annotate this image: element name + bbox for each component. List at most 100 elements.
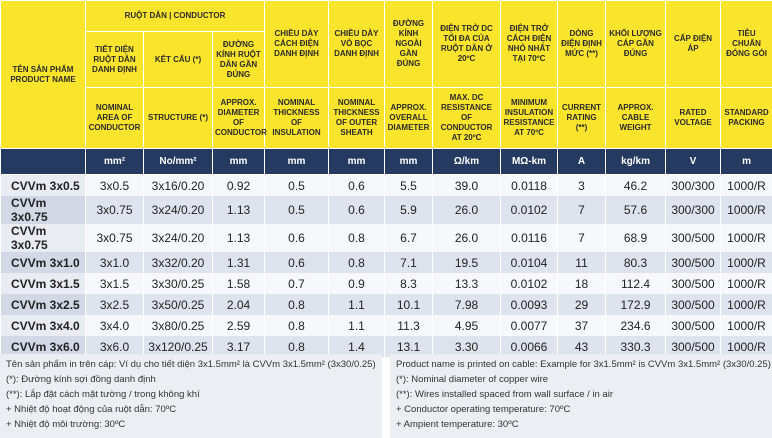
data-cell: 37 <box>557 315 607 336</box>
data-cell: 0.6 <box>328 196 386 224</box>
header-row: TIẾT DIỆN RUỘT DẪN DANH ĐỊNH KẾT CẤU (*) Đ… <box>1 31 772 88</box>
data-cell: 330.3 <box>605 336 667 357</box>
data-cell: 0.0104 <box>500 252 559 273</box>
data-cell: 300/300 <box>665 174 722 196</box>
data-cell: 3x6.0 <box>85 336 144 357</box>
data-cell: 112.4 <box>605 273 667 294</box>
product-name: CVVm 3x6.0 <box>0 336 86 357</box>
column-header-en: CURRENT RATING (**) <box>557 87 607 149</box>
data-row: CVVm 3x0.5 3x0.5 3x16/0.20 0.92 0.5 0.6 5.5 39.… <box>0 174 772 196</box>
data-cell: 3x16/0.20 <box>143 174 213 196</box>
product-header: TÊN SẢN PHẨM PRODUCT NAME <box>0 0 86 149</box>
data-cell: 3x0.75 <box>85 224 144 252</box>
column-header-vi: DÒNG ĐIỆN ĐỊNH MỨC (**) <box>557 0 607 88</box>
data-cell: 300/500 <box>665 252 722 273</box>
product-header-vi: TÊN SẢN PHẨM <box>12 64 74 74</box>
data-cell: 0.5 <box>264 196 330 224</box>
data-cell: 13.3 <box>432 273 502 294</box>
unit-cell <box>0 148 86 175</box>
data-cell: 0.0116 <box>500 224 559 252</box>
data-row: CVVm 3x6.0 3x6.0 3x120/0.25 3.17 0.8 1.4 13.1 3… <box>0 336 772 357</box>
data-cell: 0.8 <box>264 294 330 315</box>
note-line: Product name is printed on cable: Exampl… <box>396 359 771 370</box>
data-cell: 0.7 <box>264 273 330 294</box>
data-cell: 11 <box>557 252 607 273</box>
data-cell: 3x1.5 <box>85 273 144 294</box>
data-cell: 1.1 <box>328 315 386 336</box>
data-cell: 7 <box>557 224 607 252</box>
note-line: Tên sản phẩm in trên cáp: Ví dụ cho tiết… <box>6 359 376 370</box>
data-cell: 39.0 <box>432 174 502 196</box>
data-cell: 29 <box>557 294 607 315</box>
data-row: CVVm 3x0.75 3x0.75 3x24/0.20 1.13 0.5 0.6 5.9 2… <box>0 196 772 224</box>
data-cell: 1000/R <box>720 336 772 357</box>
data-cell: 2.04 <box>211 294 266 315</box>
data-cell: 3x1.0 <box>85 252 144 273</box>
column-header-en: NOMINAL THICKNESS OF OUTER SHEATH <box>328 87 386 149</box>
data-cell: 0.0077 <box>500 315 559 336</box>
data-cell: 46.2 <box>605 174 667 196</box>
data-cell: 0.8 <box>328 224 386 252</box>
product-name: CVVm 3x0.75 <box>0 224 86 252</box>
column-header-vi: KẾT CẤU (*) <box>143 31 213 88</box>
data-cell: 3x2.5 <box>85 294 144 315</box>
data-cell: 0.8 <box>264 315 330 336</box>
data-cell: 2.59 <box>211 315 266 336</box>
column-header-vi: CẤP ĐIỆN ÁP <box>665 0 722 88</box>
column-header-en: STANDARD PACKING <box>720 87 772 149</box>
data-cell: 300/500 <box>665 224 722 252</box>
data-cell: 0.0118 <box>500 174 559 196</box>
unit-cell: m <box>720 148 772 175</box>
data-cell: 3x0.75 <box>85 196 144 224</box>
note-line: + Conductor operating temperature: 70ºC <box>396 404 571 415</box>
data-cell: 234.6 <box>605 315 667 336</box>
data-cell: 0.5 <box>264 174 330 196</box>
data-cell: 300/500 <box>665 336 722 357</box>
data-cell: 300/300 <box>665 196 722 224</box>
column-header-vi: TIẾT DIỆN RUỘT DẪN DANH ĐỊNH <box>85 31 144 88</box>
unit-cell: mm <box>384 148 434 175</box>
column-header-en: MINIMUM INSULATION RESISTANCE AT 70ºC <box>500 87 559 149</box>
unit-cell: mm <box>211 148 266 175</box>
column-header-vi: ĐIỆN TRỞ DC TỐI ĐA CỦA RUỘT DẪN Ở 20ºC <box>432 0 502 88</box>
note-line: + Nhiệt độ hoạt động của ruột dẫn: 70ºC <box>6 404 177 415</box>
data-cell: 1.1 <box>328 294 386 315</box>
data-cell: 1000/R <box>720 196 772 224</box>
data-row: CVVm 3x1.5 3x1.5 3x30/0.25 1.58 0.7 0.9 8.3 13.… <box>0 273 772 294</box>
group-header: RUỘT DẪN | CONDUCTOR <box>84 0 266 32</box>
unit-cell: Ω/km <box>432 148 502 175</box>
column-header-vi: KHỐI LƯỢNG CÁP GẦN ĐÚNG <box>605 0 667 88</box>
data-cell: 5.5 <box>384 174 434 196</box>
note-line: (**): Wires installed spaced from wall s… <box>396 389 613 400</box>
product-name: CVVm 3x1.0 <box>0 252 86 273</box>
data-cell: 0.0093 <box>500 294 559 315</box>
product-name: CVVm 3x0.5 <box>0 174 86 196</box>
data-cell: 18 <box>557 273 607 294</box>
column-header-vi: CHIỀU DÀY VỎ BỌC DANH ĐỊNH <box>328 0 386 88</box>
data-cell: 80.3 <box>605 252 667 273</box>
data-cell: 1000/R <box>720 315 772 336</box>
unit-cell: No/mm² <box>143 148 213 175</box>
data-cell: 0.92 <box>211 174 266 196</box>
unit-cell: mm <box>264 148 330 175</box>
data-cell: 26.0 <box>432 224 502 252</box>
data-cell: 0.0066 <box>500 336 559 357</box>
product-name: CVVm 3x4.0 <box>0 315 86 336</box>
data-cell: 26.0 <box>432 196 502 224</box>
data-cell: 7.98 <box>432 294 502 315</box>
data-cell: 172.9 <box>605 294 667 315</box>
column-header-en: NOMINAL AREA OF CONDUCTOR <box>85 87 144 149</box>
data-cell: 4.95 <box>432 315 502 336</box>
unit-cell: MΩ-km <box>500 148 559 175</box>
data-cell: 300/500 <box>665 294 722 315</box>
spec-table: TÊN SẢN PHẨM PRODUCT NAME RUỘT DẪN | CONDU… <box>0 0 772 357</box>
product-name: CVVm 3x0.75 <box>0 196 86 224</box>
note-line: + Ampient temperature: 30ºC <box>396 419 519 430</box>
data-cell: 0.6 <box>264 224 330 252</box>
product-name: CVVm 3x2.5 <box>0 294 86 315</box>
product-name: CVVm 3x1.5 <box>0 273 86 294</box>
data-cell: 3x24/0.20 <box>143 224 213 252</box>
data-cell: 11.3 <box>384 315 434 336</box>
